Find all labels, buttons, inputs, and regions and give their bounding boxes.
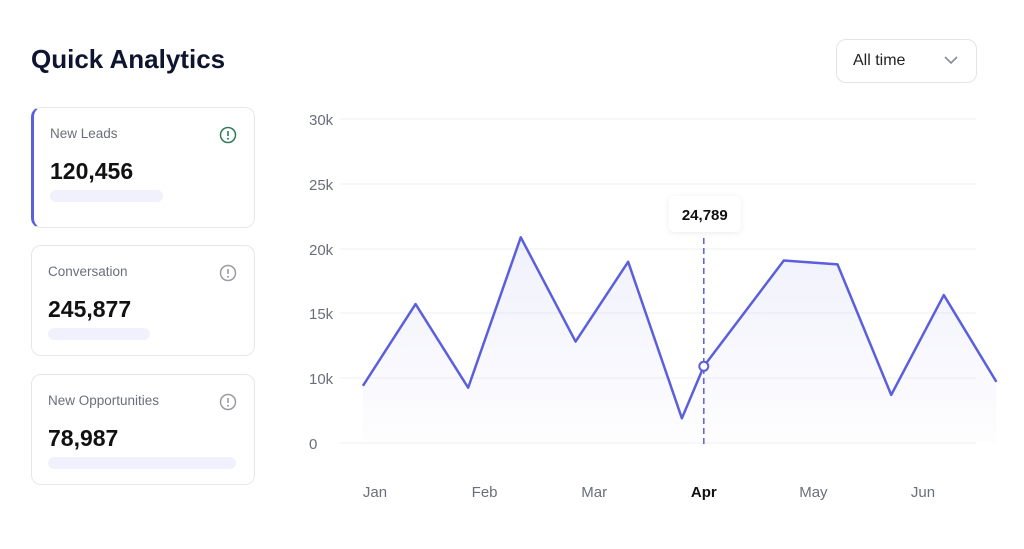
x-tick-label[interactable]: Jan: [363, 484, 387, 501]
area-fill: [362, 237, 997, 443]
page-title: Quick Analytics: [31, 44, 226, 74]
hover-point[interactable]: [698, 360, 710, 372]
card-label: New Leads: [50, 126, 118, 141]
y-tick-label: 25k: [309, 177, 334, 194]
y-tick-label: 15k: [309, 306, 334, 323]
card-label: New Opportunities: [48, 393, 160, 408]
tooltip-box: [668, 196, 741, 232]
card-value: 245,877: [48, 296, 132, 322]
card-new-opportunities[interactable]: New Opportunities 78,987: [31, 374, 255, 485]
tooltip-value: 24,789: [682, 207, 728, 224]
x-tick-label[interactable]: May: [799, 484, 828, 501]
x-tick-label[interactable]: Apr: [691, 484, 717, 501]
card-value: 120,456: [50, 158, 134, 184]
card-progress-bar: [48, 328, 150, 340]
time-range-value: All time: [853, 52, 906, 69]
info-icon[interactable]: [219, 126, 237, 144]
chevron-down-icon: [944, 56, 958, 65]
card-progress-bar: [48, 457, 236, 469]
card-progress-bar: [50, 190, 163, 202]
y-tick-label: 0: [309, 436, 317, 453]
x-tick-label[interactable]: Mar: [581, 484, 607, 501]
y-tick-label: 10k: [309, 371, 334, 388]
y-tick-label: 30k: [309, 112, 334, 129]
info-icon[interactable]: [219, 264, 237, 282]
card-conversation[interactable]: Conversation 245,877: [31, 245, 255, 356]
info-icon[interactable]: [219, 393, 237, 411]
time-range-dropdown[interactable]: All time: [836, 39, 977, 83]
card-value: 78,987: [48, 425, 119, 451]
card-label: Conversation: [48, 264, 128, 279]
x-tick-label[interactable]: Jun: [911, 484, 935, 501]
x-tick-label[interactable]: Feb: [472, 484, 498, 501]
y-tick-label: 20k: [309, 242, 334, 259]
card-new-leads[interactable]: New Leads 120,456: [31, 107, 255, 228]
